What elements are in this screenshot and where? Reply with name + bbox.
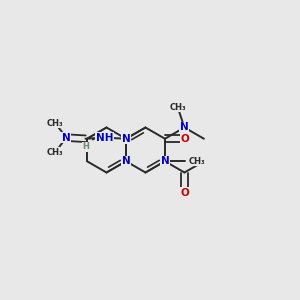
Text: CH₃: CH₃ <box>47 148 63 157</box>
Text: N: N <box>122 134 130 144</box>
Text: O: O <box>181 134 190 144</box>
Text: N: N <box>122 156 130 166</box>
Text: N: N <box>62 133 71 142</box>
Text: H: H <box>82 142 89 151</box>
Text: CH₃: CH₃ <box>188 157 205 166</box>
Text: CH₃: CH₃ <box>169 103 186 112</box>
Text: N: N <box>180 122 189 133</box>
Text: O: O <box>180 188 189 198</box>
Text: NH: NH <box>96 133 113 142</box>
Text: N: N <box>160 156 169 166</box>
Text: CH₃: CH₃ <box>47 118 63 127</box>
